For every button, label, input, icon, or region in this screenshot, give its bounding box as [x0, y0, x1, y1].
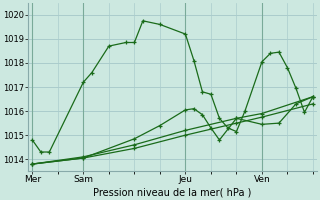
- X-axis label: Pression niveau de la mer( hPa ): Pression niveau de la mer( hPa ): [93, 187, 252, 197]
